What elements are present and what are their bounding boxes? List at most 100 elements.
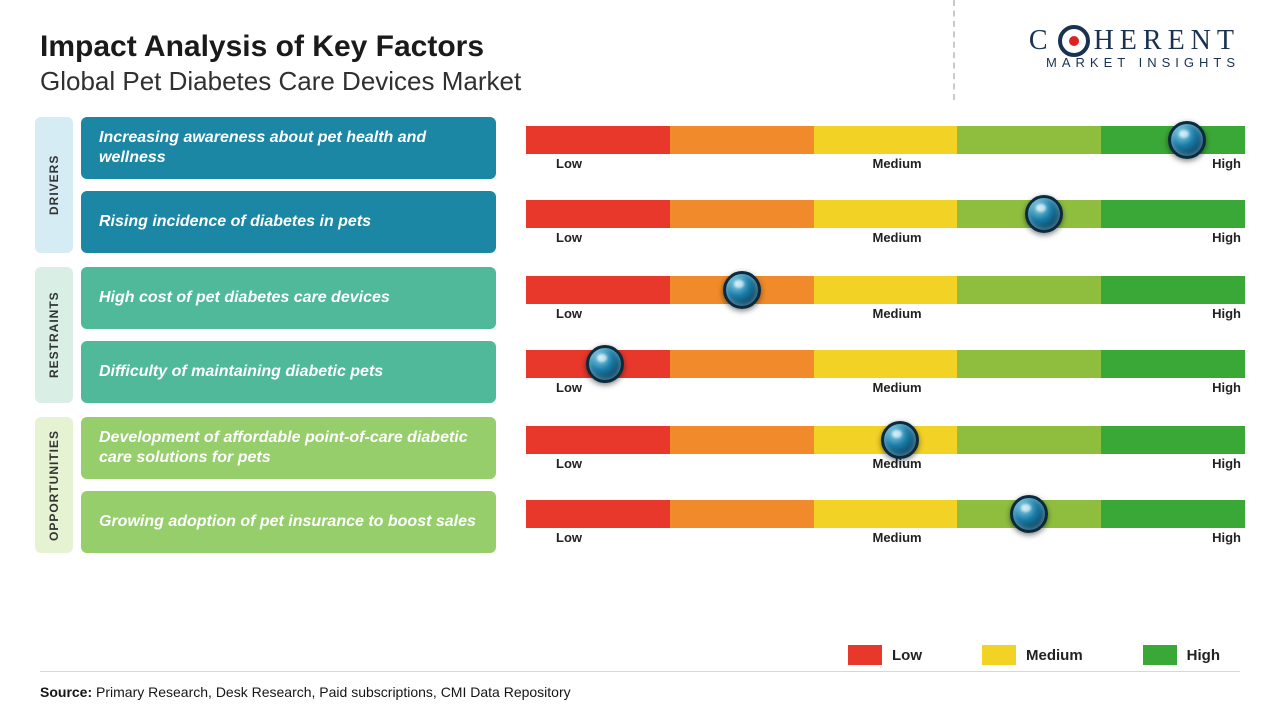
factor-row: Difficulty of maintaining diabetic pets L… [81, 341, 1245, 403]
scale-label-low: Low [556, 530, 582, 545]
chart-area: DRIVERSIncreasing awareness about pet he… [0, 112, 1280, 553]
legend-label: High [1187, 647, 1220, 664]
factor-label: Rising incidence of diabetes in pets [81, 191, 496, 253]
scale-axis-labels: Low Medium High [526, 378, 1245, 395]
factor-label: Development of affordable point-of-care … [81, 417, 496, 479]
impact-scale [526, 350, 1245, 378]
logo-line2: MARKET INSIGHTS [1029, 55, 1240, 70]
scale-axis-labels: LowMediumHigh [526, 454, 1245, 471]
footer-rule [40, 671, 1240, 672]
scale-label-low: Low [556, 156, 582, 171]
scale-label-medium: Medium [872, 380, 921, 395]
scale-segment [526, 200, 670, 228]
scale-segment [1101, 500, 1245, 528]
impact-scale [526, 426, 1245, 454]
scale-wrap: Low Medium High [526, 191, 1245, 253]
scale-label-medium: Medium [872, 230, 921, 245]
scale-segment [670, 500, 814, 528]
scale-label-low: Low [556, 230, 582, 245]
scale-label-high: High [1212, 306, 1241, 321]
factor-row: Rising incidence of diabetes in pets Low M… [81, 191, 1245, 253]
impact-scale [526, 276, 1245, 304]
legend: Low Medium High [848, 645, 1220, 665]
group-restraints: RESTRAINTSHigh cost of pet diabetes care… [35, 267, 1245, 403]
source-text: Primary Research, Desk Research, Paid su… [92, 684, 571, 700]
scale-wrap: LowMediumHigh [526, 267, 1245, 329]
legend-swatch [1143, 645, 1177, 665]
group-rows: High cost of pet diabetes care devices Lo… [81, 267, 1245, 403]
scale-wrap: Low Medium High [526, 341, 1245, 403]
factor-row: Development of affordable point-of-care … [81, 417, 1245, 479]
scale-segment [1101, 350, 1245, 378]
impact-marker [1010, 495, 1048, 533]
legend-item: High [1143, 645, 1220, 665]
factor-label: Difficulty of maintaining diabetic pets [81, 341, 496, 403]
legend-item: Medium [982, 645, 1083, 665]
header: Impact Analysis of Key Factors Global Pe… [0, 0, 1280, 112]
group-opportunities: OPPORTUNITIESDevelopment of affordable p… [35, 417, 1245, 553]
impact-marker [586, 345, 624, 383]
source-note: Source: Primary Research, Desk Research,… [40, 684, 571, 700]
scale-segment [526, 276, 670, 304]
scale-segment [957, 126, 1101, 154]
scale-segment [670, 350, 814, 378]
impact-marker [1168, 121, 1206, 159]
scale-axis-labels: Low Medium High [526, 528, 1245, 545]
impact-scale [526, 200, 1245, 228]
scale-label-medium: Medium [872, 306, 921, 321]
scale-wrap: LowMediumHigh [526, 417, 1245, 479]
legend-label: Low [892, 647, 922, 664]
scale-label-high: High [1212, 530, 1241, 545]
group-label: OPPORTUNITIES [35, 417, 73, 553]
scale-segment [1101, 200, 1245, 228]
logo-line1: C HERENT [1029, 25, 1240, 57]
factor-label: High cost of pet diabetes care devices [81, 267, 496, 329]
logo-rest: HERENT [1094, 25, 1240, 57]
scale-wrap: Low Medium High [526, 117, 1245, 179]
scale-axis-labels: Low Medium High [526, 228, 1245, 245]
scale-segment [526, 500, 670, 528]
group-rows: Development of affordable point-of-care … [81, 417, 1245, 553]
scale-segment [1101, 276, 1245, 304]
scale-segment [957, 276, 1101, 304]
group-label: RESTRAINTS [35, 267, 73, 403]
scale-wrap: Low Medium High [526, 491, 1245, 553]
logo-letter-c: C [1029, 25, 1054, 57]
group-drivers: DRIVERSIncreasing awareness about pet he… [35, 117, 1245, 253]
scale-segment [814, 200, 958, 228]
impact-marker [1025, 195, 1063, 233]
scale-label-low: Low [556, 380, 582, 395]
legend-swatch [982, 645, 1016, 665]
source-label: Source: [40, 684, 92, 700]
group-rows: Increasing awareness about pet health an… [81, 117, 1245, 253]
scale-label-medium: Medium [872, 530, 921, 545]
impact-scale [526, 126, 1245, 154]
factor-label: Growing adoption of pet insurance to boo… [81, 491, 496, 553]
scale-label-medium: Medium [872, 156, 921, 171]
legend-swatch [848, 645, 882, 665]
scale-segment [814, 276, 958, 304]
impact-marker [723, 271, 761, 309]
scale-label-high: High [1212, 380, 1241, 395]
scale-segment [957, 350, 1101, 378]
scale-axis-labels: LowMediumHigh [526, 304, 1245, 321]
scale-segment [526, 126, 670, 154]
group-label: DRIVERS [35, 117, 73, 253]
scale-segment [670, 126, 814, 154]
impact-scale [526, 500, 1245, 528]
scale-segment [814, 350, 958, 378]
factor-row: Increasing awareness about pet health an… [81, 117, 1245, 179]
scale-label-high: High [1212, 156, 1241, 171]
brand-logo: C HERENT MARKET INSIGHTS [1029, 25, 1240, 70]
factor-label: Increasing awareness about pet health an… [81, 117, 496, 179]
scale-label-high: High [1212, 230, 1241, 245]
page-subtitle: Global Pet Diabetes Care Devices Market [40, 66, 1240, 97]
header-divider [953, 0, 955, 100]
impact-marker [881, 421, 919, 459]
factor-row: Growing adoption of pet insurance to boo… [81, 491, 1245, 553]
scale-label-low: Low [556, 456, 582, 471]
scale-segment [670, 426, 814, 454]
scale-segment [814, 500, 958, 528]
scale-label-high: High [1212, 456, 1241, 471]
scale-segment [526, 426, 670, 454]
